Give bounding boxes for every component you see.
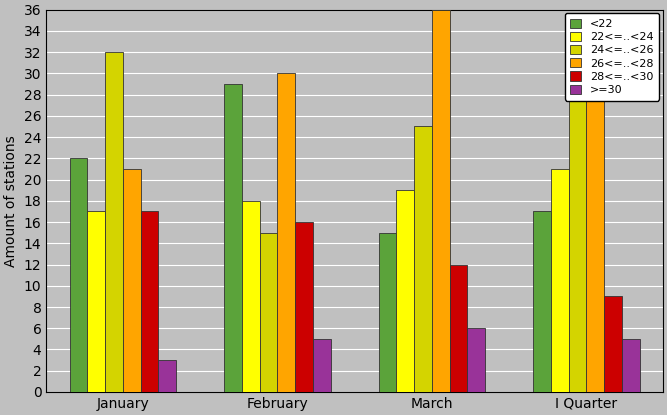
Bar — [242, 201, 259, 392]
Bar — [622, 339, 640, 392]
Bar — [414, 127, 432, 392]
Bar — [450, 264, 468, 392]
Bar — [105, 52, 123, 392]
Bar — [158, 360, 176, 392]
Bar — [379, 233, 396, 392]
Bar — [604, 296, 622, 392]
Bar — [69, 159, 87, 392]
Bar — [295, 222, 313, 392]
Bar — [551, 169, 568, 392]
Bar — [123, 169, 141, 392]
Bar — [259, 233, 277, 392]
Bar — [313, 339, 331, 392]
Bar — [87, 211, 105, 392]
Y-axis label: Amount of stations: Amount of stations — [4, 135, 18, 267]
Bar — [277, 73, 295, 392]
Bar — [568, 63, 586, 392]
Bar — [432, 10, 450, 392]
Legend: <22, 22<=..<24, 24<=..<26, 26<=..<28, 28<=..<30, >=30: <22, 22<=..<24, 24<=..<26, 26<=..<28, 28… — [565, 13, 660, 101]
Bar — [141, 211, 158, 392]
Bar — [468, 328, 485, 392]
Bar — [586, 73, 604, 392]
Bar — [396, 190, 414, 392]
Bar — [224, 84, 242, 392]
Bar — [533, 211, 551, 392]
